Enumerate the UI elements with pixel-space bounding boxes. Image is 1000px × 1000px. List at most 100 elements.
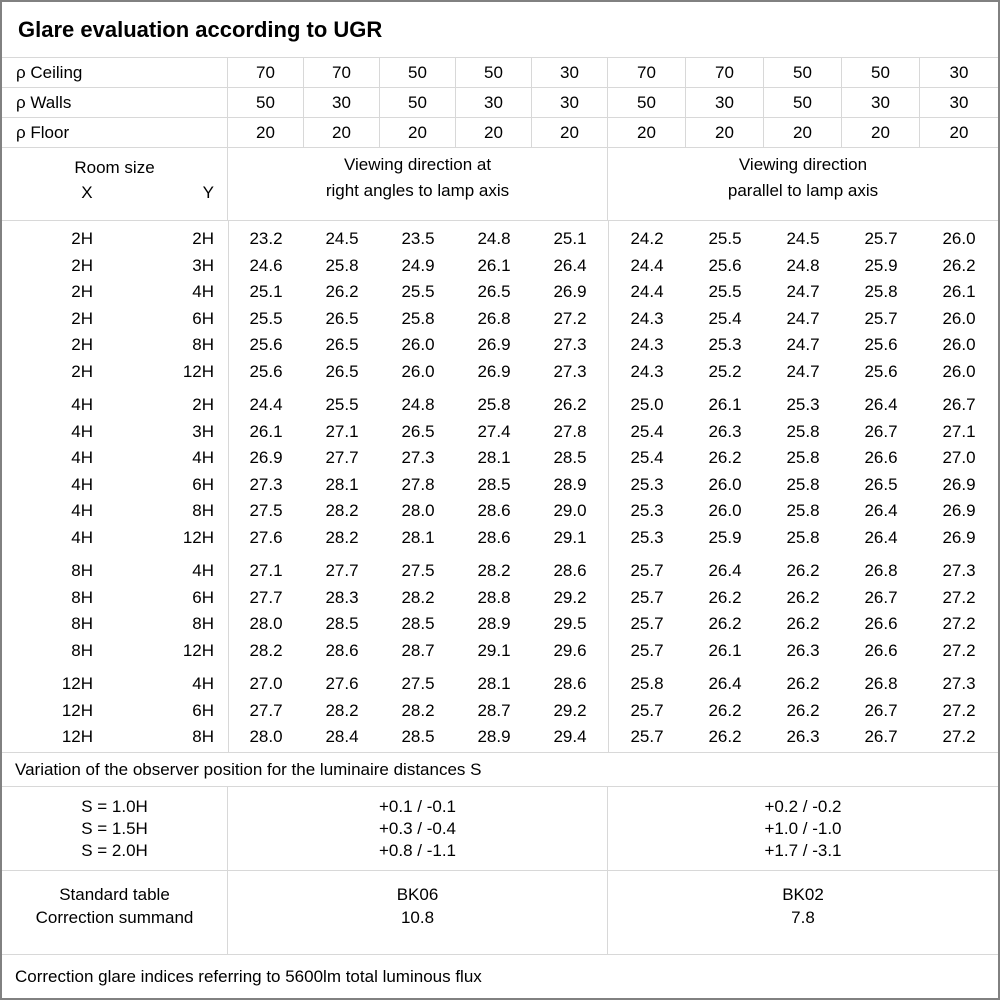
- ugr-value-right-angles: 23.5: [401, 229, 435, 249]
- ugr-table-row: 2H 8H 25.6 26.5 26.0 26.9 27.3 24.3 25.3 24.7 25.6…: [2, 332, 998, 359]
- reflectance-value: 30: [949, 92, 969, 112]
- ugr-value-parallel: 26.9: [942, 527, 976, 547]
- ugr-value-parallel: 24.7: [786, 282, 820, 302]
- ugr-value-right-angles: 27.8: [401, 474, 435, 494]
- ugr-section: 4H 2H 24.4 25.5 24.8 25.8 26.2 25.0 26.1 25.3 26.4…: [2, 392, 998, 551]
- ugr-value-parallel: 26.1: [942, 282, 976, 302]
- reflectance-value: 30: [456, 88, 532, 117]
- ugr-value-parallel: 26.2: [708, 587, 742, 607]
- ugr-value-right-angles: 27.3: [553, 335, 587, 355]
- ugr-value-parallel: 25.3: [708, 335, 742, 355]
- ugr-value-right-angles: 26.9: [477, 335, 511, 355]
- ugr-value-right-angles: 28.8: [477, 587, 511, 607]
- ugr-value-right-angles: 25.8: [401, 308, 435, 328]
- ugr-value-right-angles: 25.6: [249, 335, 283, 355]
- viewing-parallel-line2: parallel to lamp axis: [727, 181, 879, 200]
- ugr-value-right-angles: 27.7: [325, 448, 359, 468]
- ugr-table-row: 4H 8H 27.5 28.2 28.0 28.6 29.0 25.3 26.0 25.8 26.4…: [2, 498, 998, 525]
- ugr-value-right-angles: 28.5: [401, 614, 435, 634]
- ugr-value-parallel: 24.2: [630, 229, 664, 249]
- ugr-value-right-angles: 28.1: [325, 474, 359, 494]
- ugr-value-parallel: 26.6: [864, 614, 898, 634]
- ugr-value-parallel: 26.4: [864, 501, 898, 521]
- ugr-value-parallel: 26.7: [864, 727, 898, 747]
- room-size-y-value: 8H: [192, 727, 214, 747]
- ugr-value-right-angles: 26.1: [249, 421, 283, 441]
- ugr-value-right-angles: 27.4: [477, 421, 511, 441]
- reflectance-value: 20: [764, 118, 842, 147]
- ugr-value-right-angles: 28.2: [325, 501, 359, 521]
- ugr-value-parallel: 27.2: [942, 700, 976, 720]
- ugr-value-right-angles: 25.1: [249, 282, 283, 302]
- room-size-y-value: 12H: [182, 640, 214, 660]
- reflectance-value: 50: [842, 58, 920, 87]
- ugr-value-right-angles: 28.2: [249, 640, 283, 660]
- ugr-value-parallel: 25.6: [864, 335, 898, 355]
- ugr-value-right-angles: 26.9: [553, 282, 587, 302]
- ugr-value-parallel: 26.0: [708, 501, 742, 521]
- ugr-table-row: 12H 8H 28.0 28.4 28.5 28.9 29.4 25.7 26.2 26.3 26.…: [2, 724, 998, 751]
- ugr-value-parallel: 26.7: [864, 700, 898, 720]
- reflectance-value: 50: [764, 88, 842, 117]
- ugr-value-right-angles: 24.6: [249, 255, 283, 275]
- ugr-value-parallel: 25.3: [630, 527, 664, 547]
- ugr-value-parallel: 25.7: [630, 561, 664, 581]
- ugr-value-right-angles: 26.2: [553, 395, 587, 415]
- ugr-value-right-angles: 27.5: [249, 501, 283, 521]
- ugr-value-parallel: 25.7: [630, 614, 664, 634]
- room-size-y-value: 12H: [182, 361, 214, 381]
- observer-variation-note: Variation of the observer position for t…: [2, 753, 998, 787]
- ugr-value-right-angles: 25.5: [249, 308, 283, 328]
- ugr-value-right-angles: 25.5: [325, 395, 359, 415]
- ugr-value-right-angles: 29.1: [477, 640, 511, 660]
- room-size-y-value: 12H: [182, 527, 214, 547]
- ugr-value-right-angles: 28.6: [325, 640, 359, 660]
- halves-divider-line: [608, 221, 609, 752]
- reflectance-value: 20: [608, 118, 686, 147]
- ugr-value-parallel: 26.2: [786, 674, 820, 694]
- reflectance-value: 50: [380, 88, 456, 117]
- ugr-value-right-angles: 28.7: [401, 640, 435, 660]
- ugr-value-parallel: 25.8: [786, 448, 820, 468]
- ugr-value-right-angles: 28.6: [477, 527, 511, 547]
- room-size-x-value: 12H: [61, 727, 93, 747]
- ugr-value-right-angles: 29.2: [553, 700, 587, 720]
- ugr-section: 2H 2H 23.2 24.5 23.5 24.8 25.1 24.2 25.5 24.5 25.7…: [2, 226, 998, 385]
- ugr-value-parallel: 25.8: [864, 282, 898, 302]
- ugr-value-parallel: 26.1: [708, 395, 742, 415]
- room-size-y-value: 2H: [192, 395, 214, 415]
- ugr-value-right-angles: 28.2: [401, 700, 435, 720]
- viewing-direction-right-angles-header: Viewing direction at right angles to lam…: [228, 148, 608, 220]
- ugr-value-parallel: 24.8: [786, 255, 820, 275]
- ugr-value-parallel: 24.4: [630, 255, 664, 275]
- ugr-value-right-angles: 26.5: [325, 308, 359, 328]
- ugr-value-right-angles: 27.3: [553, 361, 587, 381]
- ugr-value-parallel: 26.4: [864, 395, 898, 415]
- correction-summand-value: 7.8: [791, 908, 815, 927]
- ugr-value-right-angles: 27.6: [249, 527, 283, 547]
- ugr-value-right-angles: 29.2: [553, 587, 587, 607]
- ugr-value-right-angles: 26.4: [553, 255, 587, 275]
- room-size-y-value: 6H: [192, 700, 214, 720]
- reflectance-value: 20: [228, 118, 304, 147]
- ugr-table-row: 12H 4H 27.0 27.6 27.5 28.1 28.6 25.8 26.4 26.2 26.…: [2, 671, 998, 698]
- ugr-value-parallel: 26.7: [864, 587, 898, 607]
- ugr-value-right-angles: 25.1: [553, 229, 587, 249]
- ugr-value-parallel: 24.3: [630, 308, 664, 328]
- ugr-value-parallel: 24.3: [630, 335, 664, 355]
- ugr-value-right-angles: 27.8: [553, 421, 587, 441]
- ugr-value-parallel: 25.2: [708, 361, 742, 381]
- room-size-x-value: 8H: [71, 640, 93, 660]
- s-distance-labels: S = 1.0H S = 1.5H S = 2.0H: [2, 787, 228, 870]
- ugr-value-right-angles: 27.0: [249, 674, 283, 694]
- ugr-value-right-angles: 27.6: [325, 674, 359, 694]
- reflectance-value: 70: [686, 58, 764, 87]
- reflectance-value: 30: [842, 88, 920, 117]
- ugr-value-right-angles: 28.2: [325, 700, 359, 720]
- s-variation-value: +1.0 / -1.0: [764, 819, 842, 838]
- ugr-table-row: 4H 6H 27.3 28.1 27.8 28.5 28.9 25.3 26.0 25.8 26.5…: [2, 472, 998, 499]
- reflectance-value: 50: [764, 58, 842, 87]
- s-variation-value: +0.1 / -0.1: [378, 797, 457, 816]
- ugr-value-parallel: 25.3: [630, 474, 664, 494]
- ugr-value-right-angles: 26.5: [325, 335, 359, 355]
